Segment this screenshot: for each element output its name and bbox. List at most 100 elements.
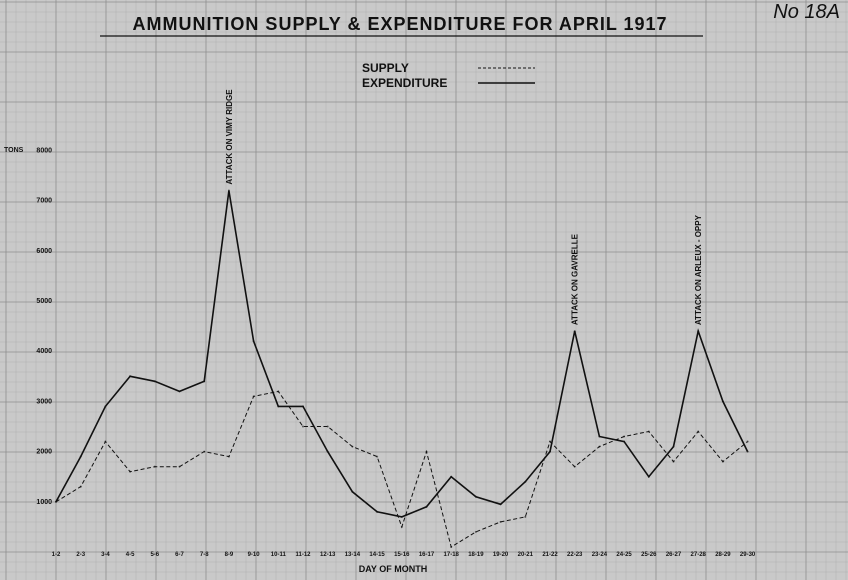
x-tick-label: 4-5 — [126, 552, 135, 558]
supply-point — [227, 455, 230, 458]
expenditure-point — [524, 480, 527, 483]
x-tick-label: 7-8 — [200, 552, 209, 558]
x-tick-label: 19-20 — [493, 552, 509, 558]
expenditure-point — [129, 375, 132, 378]
y-tick-label: 7000 — [36, 198, 52, 205]
x-tick-label: 17-18 — [444, 552, 460, 558]
y-axis-label: TONS — [4, 147, 24, 154]
data-points — [55, 189, 749, 548]
supply-point — [277, 390, 280, 393]
expenditure-point — [277, 405, 280, 408]
supply-point — [129, 470, 132, 473]
y-tick-labels: 1000 2000 3000 4000 5000 6000 7000 8000 — [36, 147, 52, 505]
x-tick-label: 22-23 — [567, 552, 583, 558]
supply-point — [425, 450, 428, 453]
x-tick-label: 13-14 — [345, 552, 361, 558]
expenditure-point — [697, 330, 700, 333]
x-tick-label: 29-30 — [740, 552, 756, 558]
expenditure-point — [227, 189, 230, 192]
expenditure-point — [326, 450, 329, 453]
expenditure-point — [351, 490, 354, 493]
expenditure-point — [400, 515, 403, 518]
expenditure-point — [549, 450, 551, 453]
supply-point — [697, 430, 700, 433]
expenditure-point — [203, 380, 206, 383]
supply-point — [524, 515, 527, 518]
supply-point — [623, 435, 626, 438]
legend: SUPPLY EXPENDITURE — [362, 61, 535, 90]
supply-point — [302, 425, 304, 428]
supply-point — [79, 485, 82, 488]
x-tick-label: 25-26 — [641, 552, 657, 558]
supply-point — [746, 440, 749, 443]
x-tick-label: 24-25 — [616, 552, 632, 558]
chart-title: AMMUNITION SUPPLY & EXPENDITURE FOR APRI… — [132, 14, 667, 34]
annotation-label: ATTACK ON VIMY RIDGE — [225, 89, 234, 185]
y-tick-label: 6000 — [36, 248, 52, 255]
supply-point — [376, 455, 379, 458]
y-tick-label: 5000 — [36, 298, 52, 305]
supply-point — [672, 460, 675, 463]
supply-point — [499, 520, 502, 523]
supply-point — [351, 445, 354, 448]
expenditure-point — [672, 445, 675, 448]
expenditure-point — [647, 475, 650, 478]
x-tick-label: 1-2 — [52, 552, 61, 558]
legend-label-expenditure: EXPENDITURE — [362, 76, 447, 90]
x-tick-label: 20-21 — [518, 552, 534, 558]
supply-point — [326, 425, 329, 428]
expenditure-point — [474, 495, 477, 498]
y-tick-label: 3000 — [36, 398, 52, 405]
legend-label-supply: SUPPLY — [362, 61, 409, 75]
expenditure-point — [573, 330, 576, 333]
y-tick-label: 1000 — [36, 499, 52, 506]
expenditure-point — [79, 455, 82, 458]
expenditure-point — [302, 405, 304, 408]
x-tick-label: 9-10 — [248, 552, 261, 558]
x-tick-label: 28-29 — [715, 552, 731, 558]
expenditure-point — [721, 400, 724, 403]
x-tick-labels: 1-2 2-3 3-4 4-5 5-6 6-7 7-8 8-9 9-10 10-11 11-12 12… — [52, 552, 756, 558]
expenditure-point — [55, 500, 57, 503]
series-line-expenditure — [55, 190, 749, 518]
expenditure-point — [376, 510, 379, 513]
x-tick-label: 14-15 — [369, 552, 385, 558]
supply-point — [153, 465, 156, 468]
y-tick-label: 4000 — [36, 348, 52, 355]
x-tick-label: 23-24 — [592, 552, 608, 558]
expenditure-point — [252, 340, 255, 343]
x-tick-label: 2-3 — [76, 552, 85, 558]
supply-point — [178, 465, 181, 468]
supply-point — [573, 465, 576, 468]
supply-point — [598, 445, 601, 448]
expenditure-point — [499, 503, 502, 506]
x-tick-label: 27-28 — [691, 552, 707, 558]
annotations: ATTACK ON VIMY RIDGE ATTACK ON GAVRELLE AT… — [225, 89, 703, 325]
expenditure-point — [598, 435, 601, 438]
supply-point — [647, 430, 650, 433]
annotation-label: ATTACK ON GAVRELLE — [571, 233, 580, 325]
annotation-label: ATTACK ON ARLEUX - OPPY — [694, 214, 703, 325]
supply-point — [721, 460, 724, 463]
x-tick-label: 12-13 — [320, 552, 336, 558]
expenditure-point — [104, 405, 107, 408]
x-tick-label: 16-17 — [419, 552, 435, 558]
expenditure-point — [153, 380, 156, 383]
x-tick-label: 11-12 — [295, 552, 311, 558]
supply-point — [400, 525, 403, 528]
supply-point — [203, 450, 206, 453]
expenditure-point — [623, 440, 626, 443]
x-tick-label: 8-9 — [225, 552, 234, 558]
y-tick-label: 8000 — [36, 147, 52, 154]
x-tick-label: 6-7 — [175, 552, 184, 558]
expenditure-point — [425, 505, 428, 508]
supply-point — [549, 440, 551, 443]
supply-point — [252, 395, 255, 398]
plate-number: No 18A — [773, 1, 840, 23]
x-tick-label: 15-16 — [394, 552, 410, 558]
supply-point — [450, 545, 453, 548]
x-tick-label: 5-6 — [150, 552, 159, 558]
